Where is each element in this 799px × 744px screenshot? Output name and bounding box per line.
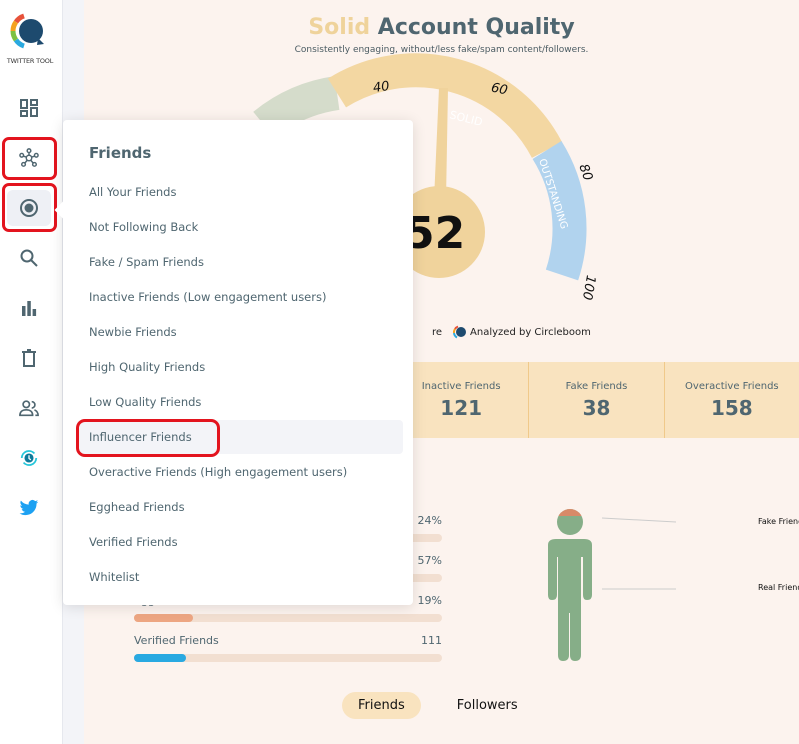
circle-target-icon xyxy=(20,199,38,217)
bar-track xyxy=(134,614,442,622)
nav-search[interactable] xyxy=(7,240,51,276)
menu-item-newbie[interactable]: Newbie Friends xyxy=(89,325,177,339)
quality-score: 52 xyxy=(404,208,466,259)
circleboom-small-icon xyxy=(453,325,467,339)
partial-text: re xyxy=(432,326,443,338)
brand-name: TWITTER TOOL xyxy=(6,57,54,65)
dashboard-icon xyxy=(20,99,38,117)
page-title: Solid Account Quality xyxy=(84,15,799,40)
menu-item-all-friends[interactable]: All Your Friends xyxy=(89,185,177,199)
bar-chart-icon xyxy=(22,301,37,316)
audience-tabs: Friends Followers xyxy=(342,692,534,719)
bar-value: 19% xyxy=(417,594,442,607)
real-friends-note: Real Friends: 94.11% xyxy=(758,583,799,592)
menu-item-inactive[interactable]: Inactive Friends (Low engagement users) xyxy=(89,290,327,304)
menu-item-fake-spam[interactable]: Fake / Spam Friends xyxy=(89,255,204,269)
bar-track xyxy=(134,654,442,662)
users-icon xyxy=(19,400,39,417)
stat-value: 38 xyxy=(582,395,611,420)
menu-item-egghead[interactable]: Egghead Friends xyxy=(89,500,185,514)
menu-item-influencer[interactable]: Influencer Friends xyxy=(77,420,403,454)
bar-value: 111 xyxy=(421,634,442,647)
menu-item-verified[interactable]: Verified Friends xyxy=(89,535,178,549)
title-accent: Solid xyxy=(308,15,371,40)
friends-menu: Friends All Your Friends Not Following B… xyxy=(54,120,413,605)
fake-friends-note: Fake Friends: 5.89% xyxy=(758,517,799,526)
sidebar: TWITTER TOOL xyxy=(0,0,63,744)
scheduler-icon xyxy=(20,450,38,466)
title-rest: Account Quality xyxy=(377,15,575,40)
bar-value: 24% xyxy=(417,514,442,527)
tab-friends[interactable]: Friends xyxy=(342,692,421,719)
bar-value: 57% xyxy=(417,554,442,567)
highlight-network xyxy=(2,137,57,180)
circleboom-logo-icon[interactable] xyxy=(10,12,48,50)
nav-analytics[interactable] xyxy=(7,290,51,326)
bar-row: Verified Friends 111 xyxy=(134,634,442,662)
gauge-tick-60: 60 xyxy=(489,80,509,99)
menu-title: Friends xyxy=(89,144,152,162)
search-icon xyxy=(20,249,38,267)
nav-scheduler[interactable] xyxy=(7,440,51,476)
stat-label: Inactive Friends xyxy=(421,380,501,392)
svg-text:SOLID: SOLID xyxy=(448,108,484,129)
page-subtitle: Consistently engaging, without/less fake… xyxy=(294,45,589,55)
stat-fake-friends[interactable]: Fake Friends 38 xyxy=(529,362,665,438)
highlight-influencer xyxy=(76,419,220,457)
stat-inactive-friends[interactable]: Inactive Friends 121 xyxy=(394,362,530,438)
nav-twitter[interactable] xyxy=(7,490,51,526)
analyzed-by-text: Analyzed by Circleboom xyxy=(470,326,591,338)
stat-value: 121 xyxy=(440,395,483,420)
stat-value: 158 xyxy=(710,395,753,420)
gauge-tick-40: 40 xyxy=(372,78,391,97)
twitter-bird-icon xyxy=(19,499,39,516)
menu-item-overactive[interactable]: Overactive Friends (High engagement user… xyxy=(89,465,348,479)
stat-label: Fake Friends xyxy=(565,380,628,392)
person-icon xyxy=(548,509,677,661)
nav-circle[interactable] xyxy=(7,190,51,226)
network-icon xyxy=(19,148,39,167)
bar-label: Verified Friends xyxy=(134,634,219,647)
tab-followers[interactable]: Followers xyxy=(456,698,518,713)
menu-item-not-following-back[interactable]: Not Following Back xyxy=(89,220,199,234)
stat-overactive-friends[interactable]: Overactive Friends 158 xyxy=(665,362,799,438)
bar-fill xyxy=(134,654,187,662)
nav-users[interactable] xyxy=(7,390,51,426)
bar-fill xyxy=(134,614,193,622)
highlight-circle xyxy=(2,183,57,232)
stat-label: Overactive Friends xyxy=(685,380,779,392)
menu-item-high-quality[interactable]: High Quality Friends xyxy=(89,360,206,374)
analyzed-by: re Analyzed by Circleboom xyxy=(432,325,591,339)
menu-item-whitelist[interactable]: Whitelist xyxy=(89,570,140,584)
nav-dashboard[interactable] xyxy=(7,90,51,126)
menu-item-low-quality[interactable]: Low Quality Friends xyxy=(89,395,202,409)
nav-network[interactable] xyxy=(7,140,51,176)
nav-delete[interactable] xyxy=(7,340,51,376)
fake-real-figure: Fake Friends: 5.89% Real Friends: 94.11% xyxy=(534,505,799,675)
trash-icon xyxy=(22,349,36,367)
